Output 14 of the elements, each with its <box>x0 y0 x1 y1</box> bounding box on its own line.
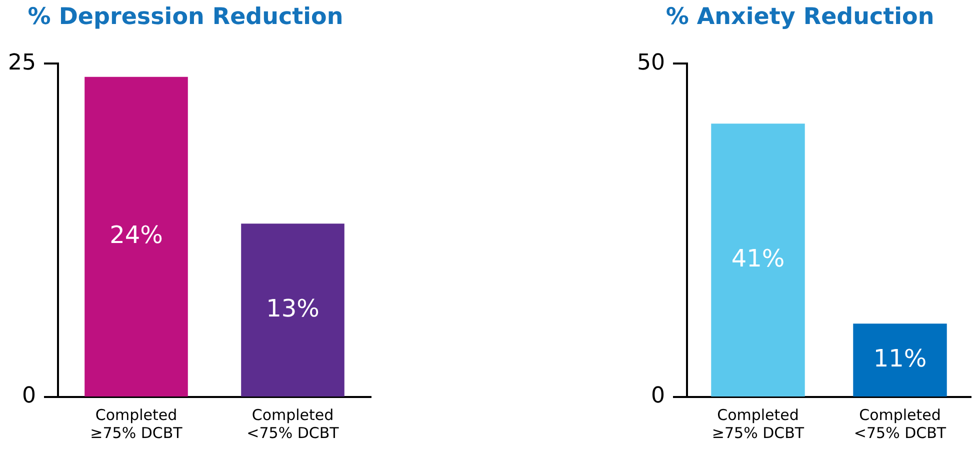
data-label: 24% <box>110 220 163 249</box>
data-label: 41% <box>731 244 785 272</box>
y-tick-label: 0 <box>22 384 36 409</box>
chart-title: % Depression Reduction <box>28 4 344 30</box>
x-tick-label: Completed <75% DCBT <box>854 406 947 442</box>
y-tick-label: 25 <box>8 50 36 76</box>
data-label: 13% <box>266 294 320 322</box>
y-tick-label: 0 <box>650 384 665 409</box>
x-tick-label: Completed ≥75% DCBT <box>712 406 805 442</box>
x-tick-label: Completed ≥75% DCBT <box>90 406 184 442</box>
x-tick-label: Completed <75% DCBT <box>246 406 340 442</box>
chart-title: % Anxiety Reduction <box>666 4 934 30</box>
data-label: 11% <box>873 344 927 372</box>
y-tick-label: 50 <box>636 50 665 76</box>
